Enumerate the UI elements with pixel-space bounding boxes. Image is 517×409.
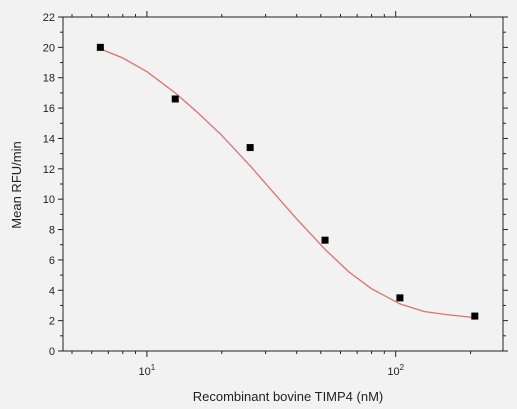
data-point <box>396 294 404 302</box>
y-tick-label: 0 <box>49 346 55 358</box>
y-tick-label: 16 <box>43 103 55 115</box>
data-point <box>96 43 104 51</box>
x-axis-title: Recombinant bovine TIMP4 (nM) <box>193 389 384 404</box>
y-axis-title: Mean RFU/min <box>9 141 24 228</box>
data-point <box>321 236 329 244</box>
data-points <box>96 43 479 320</box>
x-tick-label: 102 <box>387 363 404 378</box>
y-tick-label: 6 <box>49 255 55 267</box>
x-tick-label: 101 <box>139 363 156 378</box>
y-tick-label: 8 <box>49 225 55 237</box>
y-tick-label: 12 <box>43 164 55 176</box>
y-tick-label: 14 <box>43 133 55 145</box>
axes: 0 2 4 6 8 10 12 14 16 18 20 22 101 102 <box>43 11 508 378</box>
y-tick-label: 2 <box>49 316 55 328</box>
data-point <box>246 144 254 152</box>
fit-curve <box>100 48 475 319</box>
fit-curve-group <box>100 48 475 319</box>
y-tick-label: 20 <box>43 42 55 54</box>
y-tick-label: 18 <box>43 73 55 85</box>
data-point <box>171 95 179 103</box>
y-tick-label: 4 <box>49 285 55 297</box>
y-tick-label: 10 <box>43 194 55 206</box>
y-tick-label: 22 <box>43 12 55 24</box>
data-point <box>471 312 479 320</box>
